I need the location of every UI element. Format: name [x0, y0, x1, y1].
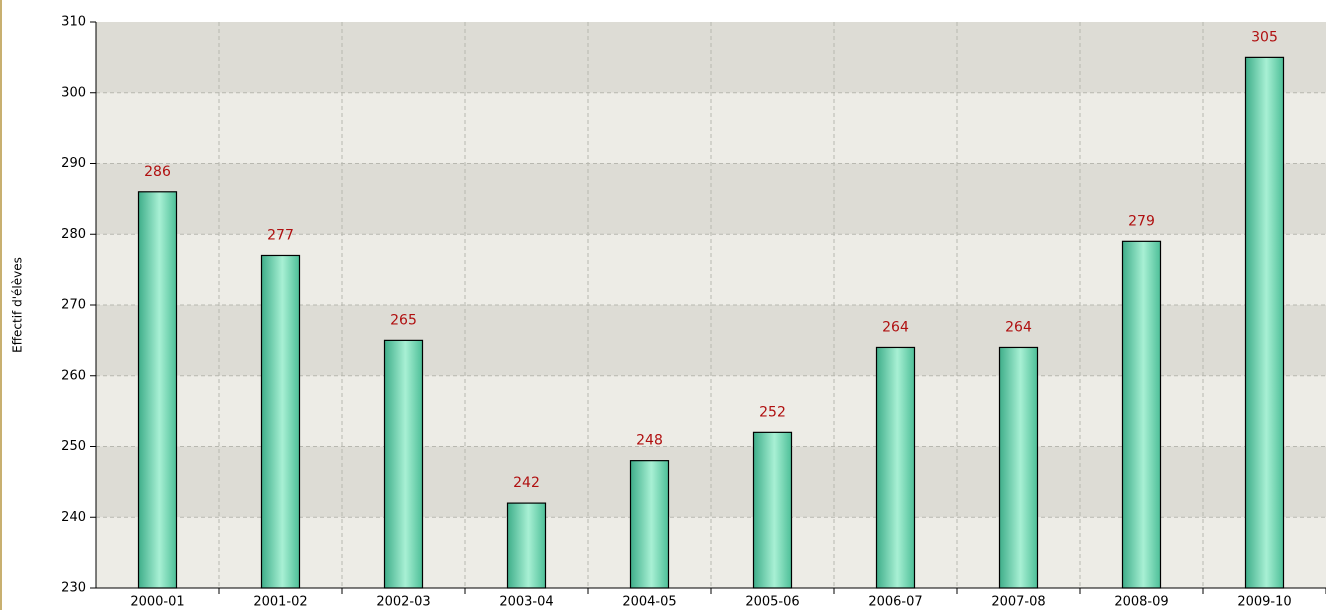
- x-tick-label: 2000-01: [130, 595, 184, 610]
- value-label: 305: [1251, 29, 1278, 45]
- bar: [998, 346, 1039, 589]
- bar: [1244, 56, 1285, 589]
- x-tick-label: 2009-10: [1237, 595, 1291, 610]
- value-label: 265: [390, 312, 417, 328]
- y-tick-label: 280: [61, 227, 86, 242]
- x-tick-label: 2005-06: [745, 595, 799, 610]
- y-tick-label: 290: [61, 156, 86, 171]
- bar: [875, 346, 916, 589]
- bar: [383, 339, 424, 589]
- x-tick-label: 2001-02: [253, 595, 307, 610]
- value-label: 286: [144, 164, 171, 180]
- x-tick-label: 2008-09: [1114, 595, 1168, 610]
- x-tick-label: 2006-07: [868, 595, 922, 610]
- value-label: 279: [1128, 213, 1155, 229]
- y-tick-label: 270: [61, 298, 86, 313]
- y-tick-label: 250: [61, 439, 86, 454]
- bar: [260, 254, 301, 589]
- x-tick-label: 2002-03: [376, 595, 430, 610]
- y-tick-label: 310: [61, 15, 86, 30]
- bar: [1121, 240, 1162, 589]
- bar: [629, 460, 670, 589]
- value-label: 264: [882, 319, 909, 335]
- x-tick-label: 2007-08: [991, 595, 1045, 610]
- x-tick-label: 2003-04: [499, 595, 553, 610]
- bar: [506, 502, 547, 589]
- x-tick-label: 2004-05: [622, 595, 676, 610]
- value-label: 242: [513, 475, 540, 491]
- y-tick-label: 230: [61, 581, 86, 596]
- y-axis-label: Effectif d'élèves: [11, 257, 25, 353]
- bar: [137, 191, 178, 589]
- y-tick-label: 240: [61, 510, 86, 525]
- value-label: 277: [267, 227, 294, 243]
- bar: [752, 431, 793, 589]
- y-tick-label: 300: [61, 85, 86, 100]
- value-label: 252: [759, 404, 786, 420]
- y-tick-label: 260: [61, 368, 86, 383]
- value-label: 248: [636, 433, 663, 449]
- value-label: 264: [1005, 319, 1032, 335]
